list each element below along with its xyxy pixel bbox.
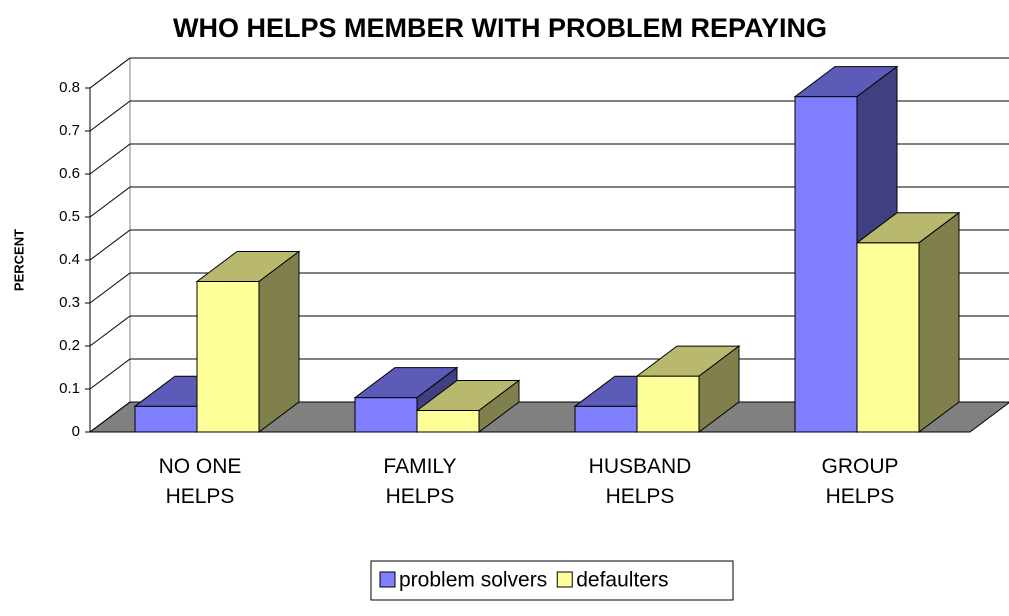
bar-side [698,345,740,433]
legend-label: defaulters [576,569,668,592]
bar-side [918,211,960,433]
bar-side [478,379,520,433]
grid-line [89,401,131,433]
grid-line [89,272,131,304]
legend-label: problem solvers [399,569,547,592]
y-tick-label: 0.4 [59,251,80,268]
bar-front [794,96,858,433]
bar-side [258,250,300,433]
y-tick-label: 0.5 [59,208,80,225]
y-tick-label: 0.7 [59,122,80,139]
bar-front [636,375,700,433]
grid-line [89,186,131,218]
y-tick-label: 0.1 [59,380,80,397]
bar-front [354,397,418,433]
y-tick-label: 0.2 [59,337,80,354]
x-tick-label: NO ONE HELPS [158,455,242,508]
y-tick-label: 0 [72,423,80,440]
y-tick-label: 0.8 [59,79,80,96]
bar-front [856,242,920,433]
bar-front [574,405,638,433]
bar-front [134,405,198,433]
x-tick-label: HUSBAND HELPS [588,455,692,508]
legend-swatch [556,571,573,588]
y-tick-label: 0.3 [59,294,80,311]
grid-line [89,229,131,261]
grid-line [89,143,131,175]
grid-line [89,57,131,89]
x-tick-label: FAMILY HELPS [383,455,457,508]
y-axis-label: PERCENT [11,229,26,291]
legend-swatch [379,571,396,588]
bar-front [416,410,480,433]
chart-title: WHO HELPS MEMBER WITH PROBLEM REPAYING [173,13,827,43]
grid-line [89,315,131,347]
grid-line [89,100,131,132]
x-tick-label: GROUP HELPS [821,455,899,508]
legend-box [370,560,734,601]
grid-line [89,358,131,390]
bar-front [196,281,260,433]
y-tick-label: 0.6 [59,165,80,182]
